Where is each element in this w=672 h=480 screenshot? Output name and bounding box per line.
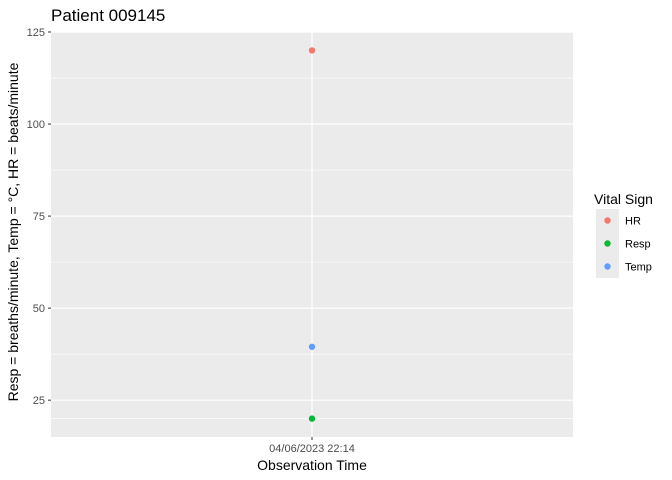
legend-label: Resp [625, 239, 651, 251]
chart-title: Patient 009145 [51, 6, 165, 25]
y-tick-label: 125 [27, 27, 45, 39]
y-tick-label: 75 [33, 211, 45, 223]
data-points [308, 47, 316, 422]
legend-key-hr [604, 217, 611, 224]
y-axis-ticks: 25 50 75 100 125 [27, 27, 51, 407]
point-temp [308, 343, 316, 350]
legend-title: Vital Sign [594, 191, 653, 207]
point-hr [308, 47, 316, 54]
point-resp [308, 415, 316, 422]
y-axis-title: Resp = breaths/minute, Temp = °C, HR = b… [5, 62, 21, 401]
x-axis-title: Observation Time [257, 457, 367, 473]
y-tick-label: 25 [33, 395, 45, 407]
y-tick-label: 50 [33, 303, 45, 315]
x-axis-ticks: 04/06/2023 22:14 [269, 437, 355, 455]
y-tick-label: 100 [27, 119, 45, 131]
legend: Vital Sign HR Resp Temp [594, 191, 653, 278]
legend-key-temp [604, 263, 611, 270]
x-tick-label: 04/06/2023 22:14 [269, 443, 355, 455]
major-gridlines [51, 31, 573, 437]
legend-label: Temp [625, 262, 652, 274]
legend-label: HR [625, 216, 641, 228]
legend-key-resp [604, 240, 611, 247]
legend-items: HR Resp Temp [596, 209, 652, 278]
